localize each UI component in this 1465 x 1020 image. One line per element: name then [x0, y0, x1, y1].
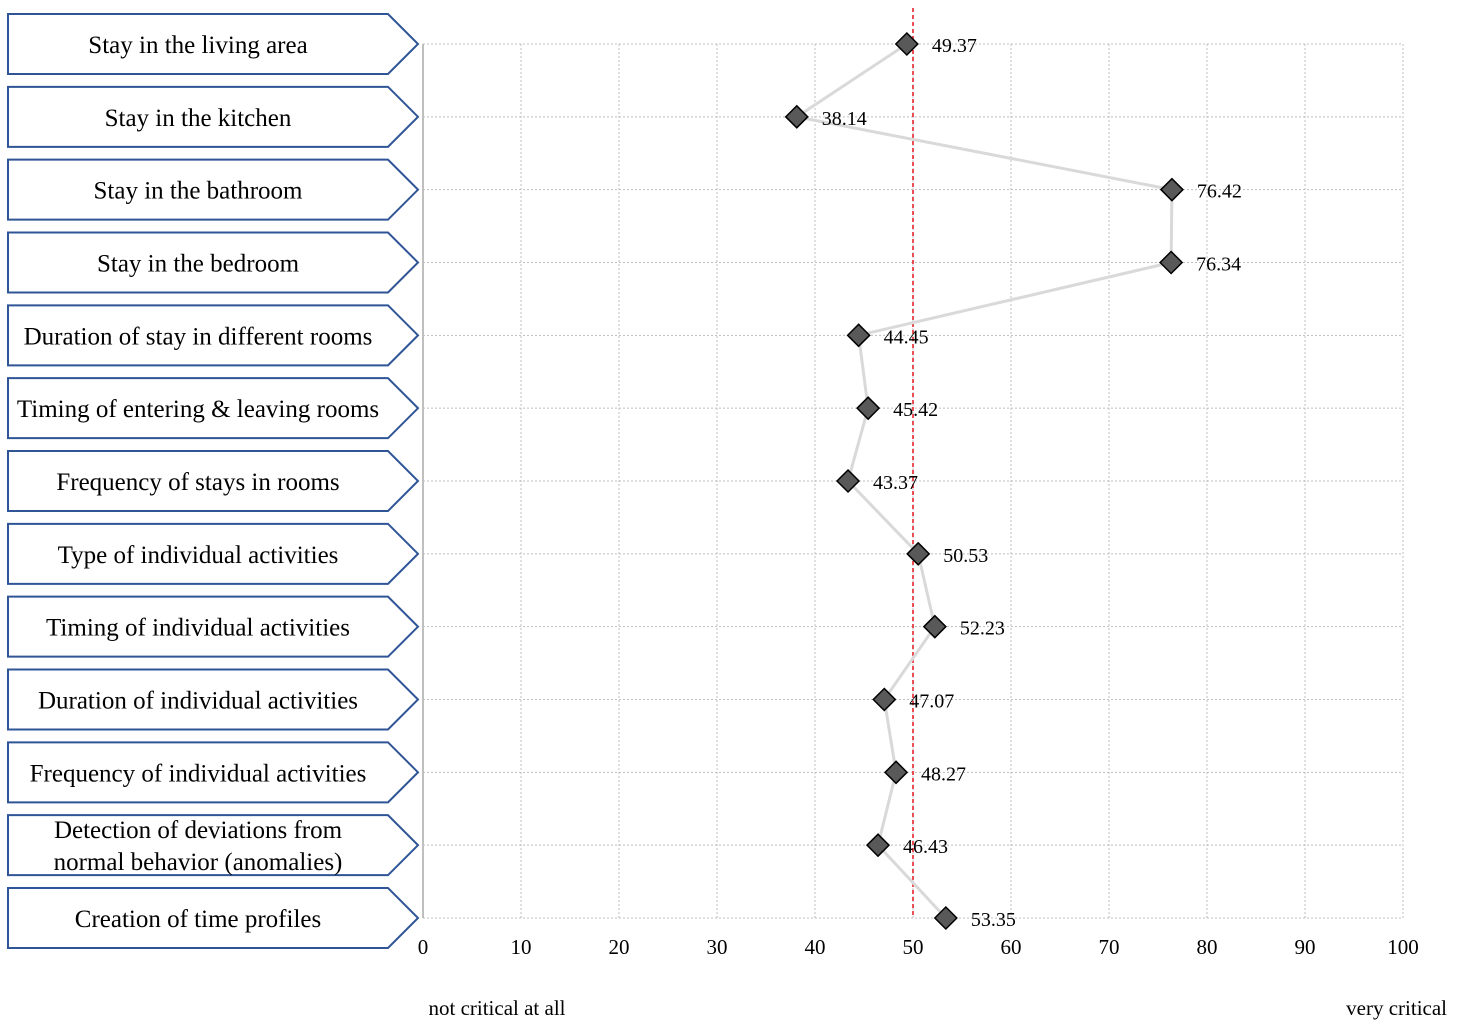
category-labels: Stay in the living area Stay in the kitch… — [7, 13, 420, 949]
category-label: Duration of individual activities — [7, 668, 420, 731]
x-tick-label: 70 — [1099, 935, 1120, 959]
data-point — [1159, 250, 1184, 275]
category-label-box — [7, 741, 420, 804]
category-label: Type of individual activities — [7, 522, 420, 585]
category-label-text: Timing of entering & leaving rooms — [17, 396, 379, 423]
data-point — [856, 396, 881, 421]
data-label: 48.27 — [921, 763, 966, 785]
category-label-box — [7, 377, 420, 440]
category-label: Frequency of stays in rooms — [7, 450, 420, 512]
category-label-text: Stay in the living area — [88, 32, 307, 59]
data-label: 53.35 — [971, 909, 1016, 931]
x-tick-label: 80 — [1197, 935, 1218, 959]
x-axis: 0 10 20 30 40 50 60 70 80 90 100 — [418, 44, 1419, 959]
category-label-text: Duration of individual activities — [38, 688, 358, 715]
data-point — [872, 687, 897, 712]
data-point — [922, 614, 947, 639]
category-label-text: Stay in the kitchen — [105, 105, 292, 132]
category-label: Detection of deviations from normal behav… — [7, 814, 420, 877]
category-label-text: Stay in the bathroom — [94, 178, 304, 205]
x-tick-label: 30 — [707, 935, 728, 959]
x-tick-label: 60 — [1001, 935, 1022, 959]
category-label: Timing of individual activities — [7, 595, 420, 658]
data-label: 52.23 — [960, 618, 1005, 640]
category-label: Stay in the bathroom — [7, 158, 420, 221]
category-label-text: Frequency of individual activities — [30, 760, 367, 787]
data-label: 43.37 — [873, 472, 918, 494]
category-label: Timing of entering & leaving rooms — [7, 377, 420, 440]
x-tick-label: 20 — [609, 935, 630, 959]
data-point — [865, 833, 891, 858]
category-label: Creation of time profiles — [7, 887, 420, 949]
category-label-text: Duration of stay in different rooms — [24, 323, 373, 350]
data-point — [835, 468, 861, 494]
data-point — [933, 905, 958, 931]
data-label: 47.07 — [909, 691, 954, 713]
x-tick-label: 100 — [1387, 935, 1419, 959]
category-label-box — [7, 887, 420, 949]
data-point — [894, 31, 919, 57]
data-label: 45.42 — [893, 399, 938, 421]
series: 49.37 38.14 76.42 76.34 44.45 45.42 43.37 50.53… — [784, 31, 1242, 931]
category-label-box — [7, 814, 420, 877]
category-label-text: Creation of time profiles — [75, 906, 321, 933]
data-label: 50.53 — [943, 545, 988, 567]
x-tick-label: 90 — [1295, 935, 1316, 959]
data-point — [906, 541, 931, 566]
data-label: 49.37 — [932, 35, 977, 57]
category-label-box — [7, 231, 420, 294]
category-label: Stay in the bedroom — [7, 231, 420, 294]
x-tick-label: 50 — [903, 935, 924, 959]
category-label: Duration of stay in different rooms — [7, 304, 420, 367]
category-label-box — [7, 85, 420, 148]
data-point — [846, 323, 871, 348]
data-point — [883, 760, 909, 785]
category-label-box — [7, 304, 420, 367]
data-label: 38.14 — [822, 108, 867, 130]
category-label-box — [7, 158, 420, 221]
x-tick-label: 0 — [418, 935, 429, 959]
data-label: 76.34 — [1196, 254, 1241, 276]
data-point — [1159, 177, 1184, 202]
category-label: Stay in the living area — [7, 13, 420, 75]
x-tick-label: 10 — [511, 935, 532, 959]
axis-low-label: not critical at all — [428, 996, 565, 1020]
data-point — [784, 104, 809, 129]
category-label-text: Stay in the bedroom — [97, 251, 300, 278]
data-label: 46.43 — [903, 836, 948, 858]
axis-high-label: very critical — [1346, 996, 1447, 1020]
x-tick-label: 40 — [805, 935, 826, 959]
category-label-text: Type of individual activities — [58, 542, 339, 569]
category-label-text: Timing of individual activities — [46, 615, 350, 642]
category-label: Stay in the kitchen — [7, 85, 420, 148]
data-label: 76.42 — [1197, 181, 1242, 203]
category-label-box — [7, 13, 420, 75]
category-label-text: Frequency of stays in rooms — [56, 469, 339, 496]
category-label-text: Detection of deviations from normal behav… — [54, 817, 343, 876]
category-label: Frequency of individual activities — [7, 741, 420, 804]
category-label-box — [7, 668, 420, 731]
data-label: 44.45 — [884, 326, 929, 348]
category-label-box — [7, 595, 420, 658]
category-label-box — [7, 522, 420, 585]
category-label-box — [7, 450, 420, 512]
